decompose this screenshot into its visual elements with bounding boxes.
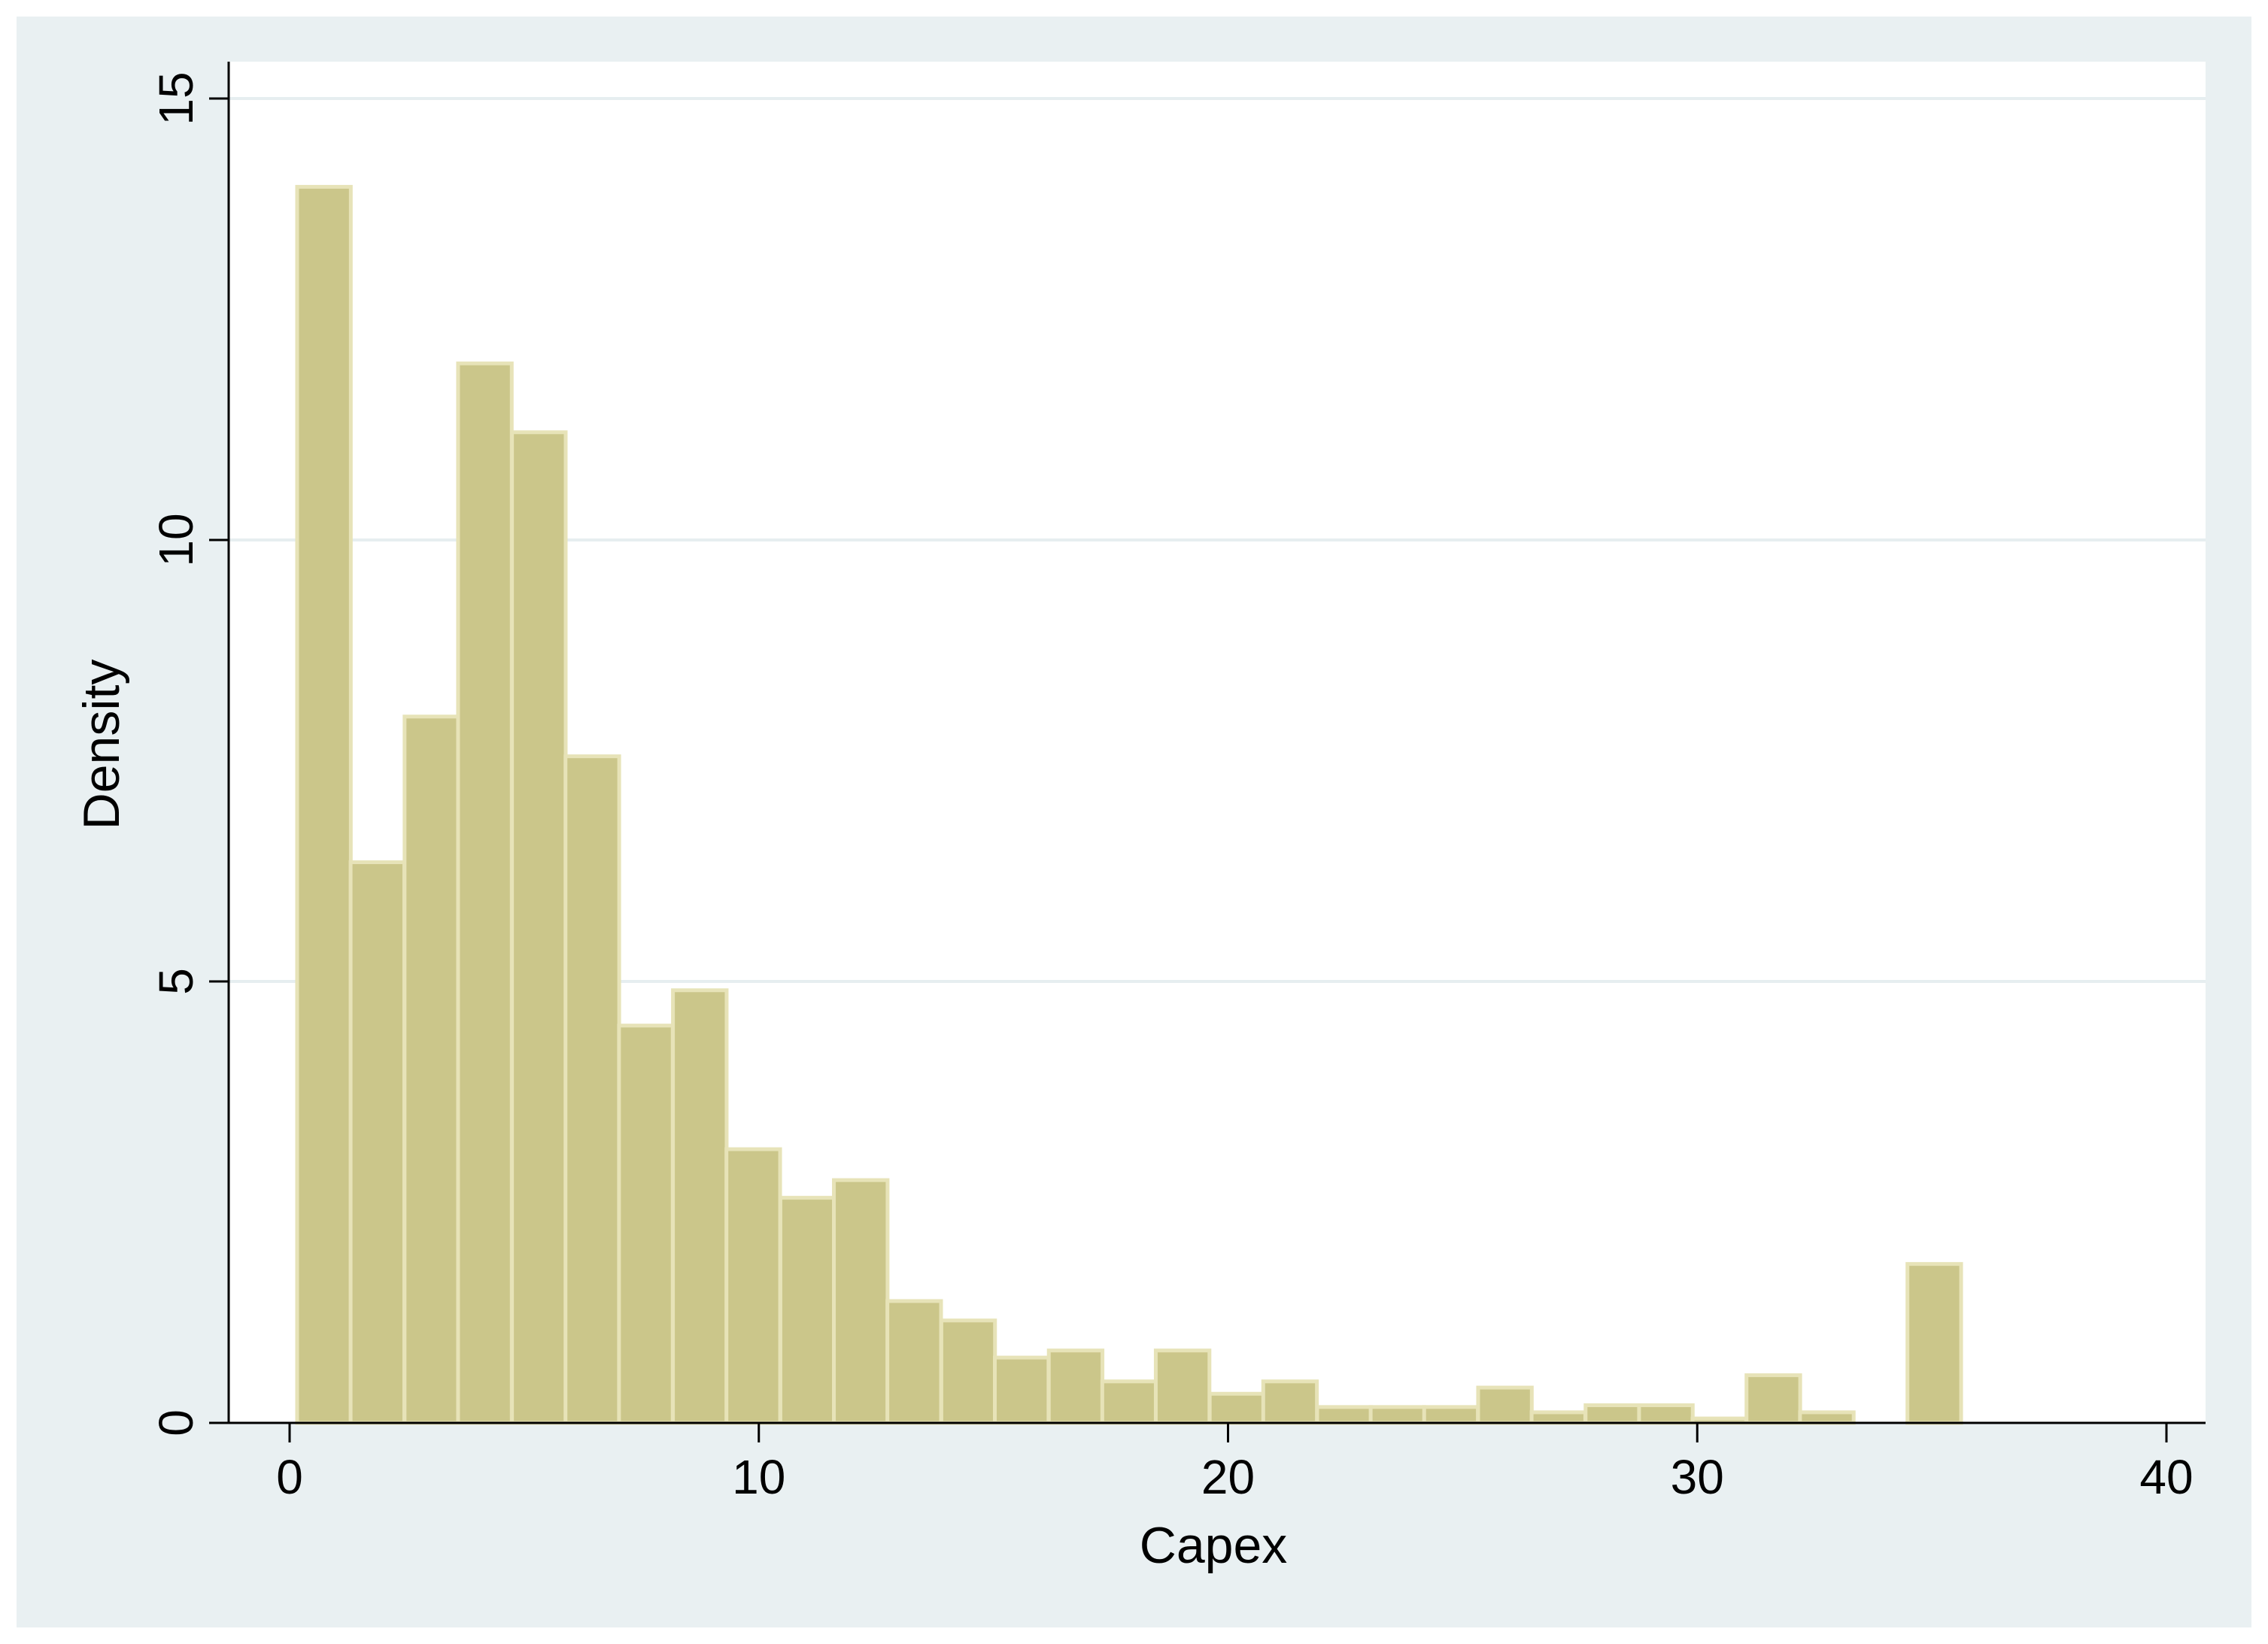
histogram-bar-12 [939, 1318, 997, 1425]
histogram-bar-13 [992, 1355, 1051, 1425]
histogram-bar-27 [1744, 1373, 1802, 1425]
histogram-bar-11 [885, 1299, 943, 1425]
axes: 0 5 10 15 0 10 20 30 40 [149, 62, 2206, 1504]
histogram-bar-20 [1368, 1405, 1426, 1425]
y-axis-title: Density [73, 660, 130, 830]
histogram-bar-9 [778, 1196, 836, 1425]
histogram-bar-22 [1476, 1385, 1534, 1425]
x-tick-label-40: 40 [2139, 1450, 2193, 1504]
histogram-bar-21 [1422, 1405, 1480, 1425]
histogram-bar-17 [1207, 1391, 1266, 1425]
x-tick-label-20: 20 [1201, 1450, 1255, 1504]
histogram-bar-25 [1637, 1403, 1695, 1425]
histogram-bar-16 [1153, 1348, 1212, 1425]
y-tick-label-5: 5 [149, 968, 203, 995]
histogram-bar-18 [1261, 1379, 1319, 1425]
histogram-bar-5 [563, 754, 621, 1425]
histogram-bar-6 [617, 1024, 675, 1425]
y-tick-label-0: 0 [149, 1409, 203, 1436]
x-tick-label-10: 10 [732, 1450, 785, 1504]
histogram-bar-23 [1529, 1410, 1587, 1425]
histogram-bar-24 [1583, 1403, 1641, 1425]
histogram-bar-7 [671, 988, 729, 1425]
histogram-bar-4 [510, 430, 568, 1425]
histogram-bar-2 [402, 714, 460, 1425]
histogram-bar-0 [295, 184, 353, 1425]
histogram-bar-15 [1100, 1379, 1158, 1425]
histogram-bar-10 [832, 1178, 890, 1425]
histogram-bar-14 [1046, 1348, 1105, 1425]
histogram-bar-1 [348, 860, 406, 1425]
x-tick-label-30: 30 [1671, 1450, 1724, 1504]
histogram-bar-30 [1905, 1262, 1963, 1425]
histogram-bar-3 [456, 361, 514, 1425]
x-axis-title: Capex [1140, 1517, 1288, 1574]
histogram-bar-8 [724, 1147, 782, 1425]
y-tick-label-10: 10 [149, 513, 203, 566]
y-tick-label-15: 15 [149, 71, 203, 125]
histogram-bar-28 [1798, 1410, 1856, 1425]
x-tick-label-0: 0 [276, 1450, 303, 1504]
bars [295, 184, 1963, 1425]
histogram-bar-19 [1315, 1405, 1373, 1425]
